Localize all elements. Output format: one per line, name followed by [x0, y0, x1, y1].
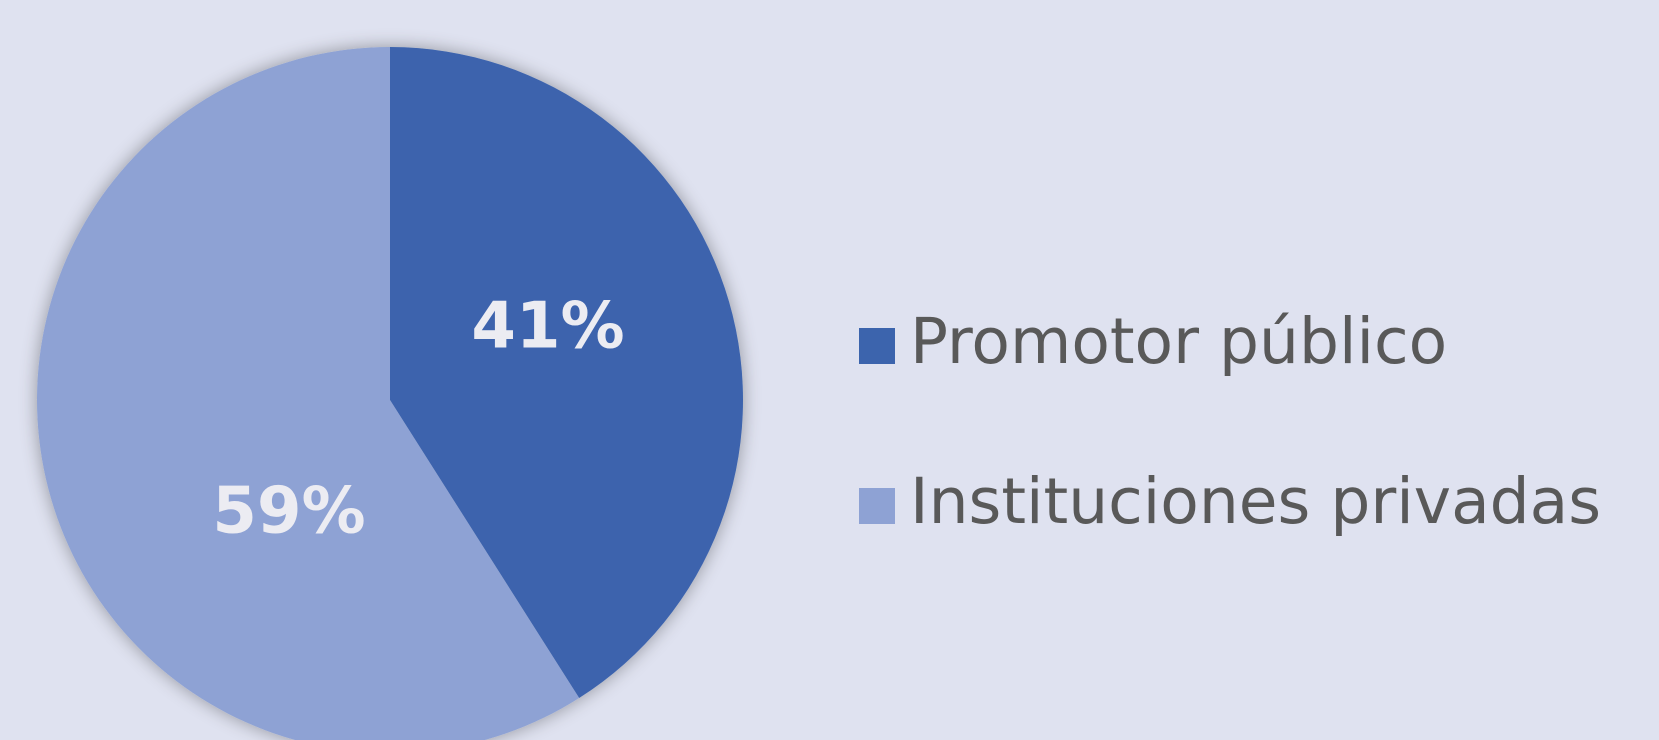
legend-label: Instituciones privadas [910, 465, 1601, 538]
legend-label: Promotor público [910, 305, 1447, 378]
legend-swatch [859, 328, 895, 364]
pie-slice [390, 47, 743, 699]
pie-slice [37, 47, 580, 740]
data-label: 59% [212, 475, 365, 549]
data-label: 41% [471, 290, 624, 364]
legend-swatch [859, 488, 895, 524]
pie [37, 47, 743, 740]
